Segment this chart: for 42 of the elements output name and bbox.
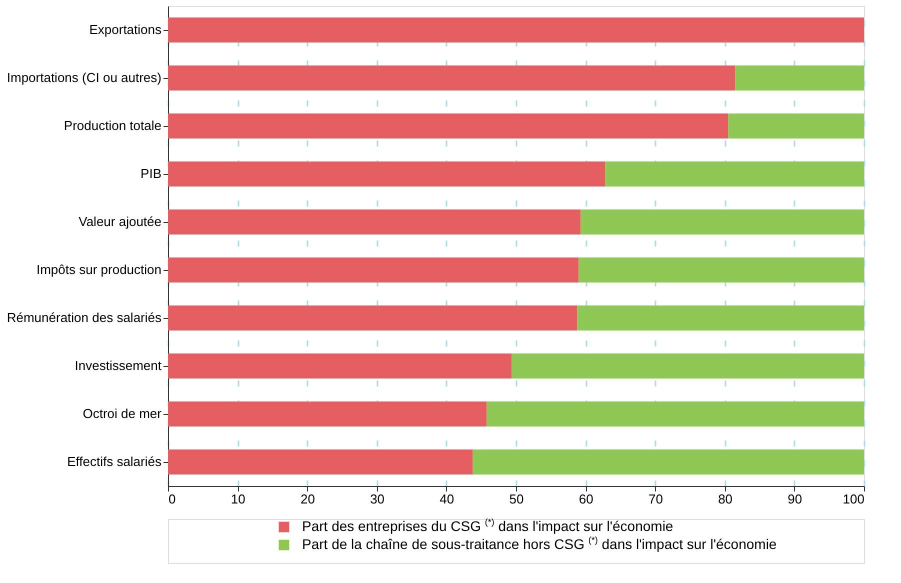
bar xyxy=(578,258,864,282)
x-tick-label: 30 xyxy=(370,492,385,506)
x-tick-label: 60 xyxy=(578,492,594,506)
bar xyxy=(577,306,864,330)
y-tick-label: Octroi de mer xyxy=(82,406,162,421)
x-tick-label: 10 xyxy=(230,492,246,506)
y-tick-label: Impôts sur production xyxy=(36,262,162,277)
x-tick-label: 90 xyxy=(788,492,802,506)
x-tick-label: 70 xyxy=(648,492,663,506)
bar xyxy=(580,210,864,234)
bar xyxy=(168,402,487,426)
bar xyxy=(168,114,728,138)
bar xyxy=(472,450,864,474)
bar xyxy=(168,450,473,474)
bar xyxy=(168,18,864,42)
bar xyxy=(168,162,606,186)
bar xyxy=(728,114,864,138)
y-tick-label: Investissement xyxy=(74,358,162,373)
legend-label: Part des entreprises du CSG (*) dans l'impact sur l'économie xyxy=(302,517,674,534)
y-tick-label: Effectifs salariés xyxy=(67,454,162,469)
bar xyxy=(168,258,579,282)
x-tick-label: 40 xyxy=(440,492,454,506)
bar xyxy=(168,66,736,90)
bar xyxy=(486,402,864,426)
bar xyxy=(735,66,864,90)
x-tick-label: 20 xyxy=(300,492,315,506)
legend-label: Part de la chaîne de sous-traitance hors CSG (*) dans l'impact sur l'économie xyxy=(302,535,777,552)
y-tick-label: Rémunération des salariés xyxy=(6,310,162,325)
x-tick-label: 80 xyxy=(718,492,733,506)
bar xyxy=(168,354,512,378)
x-tick-label: 50 xyxy=(509,492,524,506)
bar xyxy=(168,306,578,330)
x-tick-label: 0 xyxy=(168,492,176,506)
bar xyxy=(512,354,864,378)
y-tick-label: Importations (CI ou autres) xyxy=(6,70,162,85)
y-tick-label: Exportations xyxy=(89,22,162,37)
bar xyxy=(168,210,581,234)
y-tick-label: Valeur ajoutée xyxy=(78,214,162,229)
bar xyxy=(605,162,864,186)
y-tick-label: Production totale xyxy=(64,118,162,133)
y-tick-label: PIB xyxy=(140,166,162,181)
x-tick-label: 100 xyxy=(842,492,864,506)
